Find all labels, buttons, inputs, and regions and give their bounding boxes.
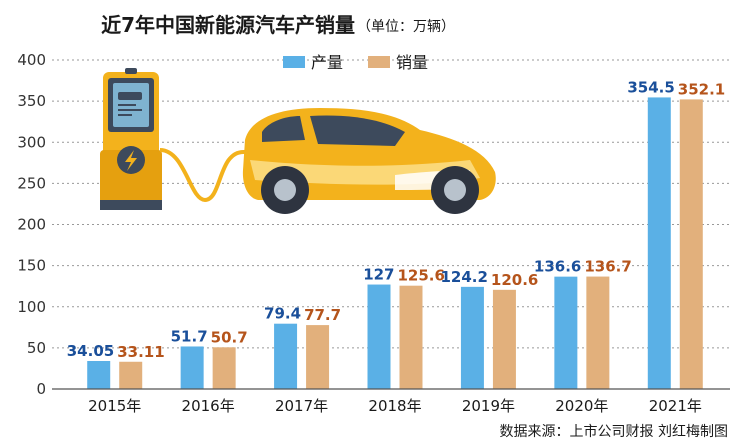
y-tick-label: 300 (17, 133, 46, 151)
bar-sales-label: 352.1 (678, 80, 725, 98)
legend-swatch-sales (368, 56, 390, 68)
bar-production (274, 323, 298, 389)
bar-sales-label: 125.6 (398, 267, 445, 285)
y-tick-label: 400 (17, 51, 46, 69)
bar-production-label: 124.2 (440, 268, 487, 286)
bar-sales-label: 120.6 (491, 271, 538, 289)
x-axis-labels: 2015年 2016年 2017年 2018年 2019年 2020年 2021年 (88, 397, 702, 415)
bar-production (180, 346, 204, 389)
bar-production-label: 34.05 (67, 342, 114, 360)
bar-production (367, 284, 391, 389)
y-tick-label: 0 (36, 380, 46, 398)
y-tick-label: 100 (17, 298, 46, 316)
x-category-label: 2021年 (649, 397, 702, 415)
bar-sales (212, 347, 236, 389)
gridlines (52, 59, 730, 349)
y-tick-label: 150 (17, 257, 46, 275)
chart-title: 近7年中国新能源汽车产销量 (101, 13, 355, 37)
bars (87, 97, 703, 389)
bar-production-label: 79.4 (264, 305, 301, 323)
x-category-label: 2017年 (275, 397, 328, 415)
bar-production (554, 276, 578, 389)
bar-sales (306, 325, 330, 389)
bar-production (460, 286, 484, 389)
bar-sales-label: 50.7 (211, 328, 248, 346)
x-category-label: 2020年 (555, 397, 608, 415)
legend-label-production: 产量 (311, 53, 343, 72)
legend-swatch-production (283, 56, 305, 68)
bar-sales-label: 33.11 (117, 343, 164, 361)
y-tick-label: 200 (17, 216, 46, 234)
x-category-label: 2016年 (182, 397, 235, 415)
bar-production (87, 360, 111, 389)
source-credit: 数据来源：上市公司财报 刘红梅制图 (500, 423, 728, 440)
x-category-label: 2015年 (88, 397, 141, 415)
x-category-label: 2019年 (462, 397, 515, 415)
bar-sales (399, 285, 423, 389)
bar-sales (119, 361, 143, 389)
bar-production (647, 97, 671, 389)
bar-production-label: 354.5 (627, 78, 674, 96)
bar-production-label: 127 (363, 266, 394, 284)
y-tick-label: 350 (17, 92, 46, 110)
electric-car-icon (242, 108, 496, 214)
bar-sales (586, 276, 610, 389)
chart-unit: （单位：万辆） (357, 19, 455, 35)
bar-sales (492, 289, 516, 389)
charging-cable-icon (159, 148, 246, 203)
x-category-label: 2018年 (368, 397, 421, 415)
y-tick-label: 50 (27, 339, 46, 357)
y-tick-label: 250 (17, 174, 46, 192)
legend: 产量 销量 (283, 53, 428, 72)
bar-production-label: 136.6 (534, 258, 581, 276)
y-axis-ticks: 0 50 100 150 200 250 300 350 400 (17, 51, 46, 398)
bar-sales (679, 99, 703, 389)
bar-production-label: 51.7 (171, 327, 208, 345)
ev-charger-icon (100, 68, 162, 210)
legend-label-sales: 销量 (396, 53, 428, 72)
bar-sales-label: 136.7 (584, 258, 631, 276)
bar-sales-label: 77.7 (304, 306, 341, 324)
